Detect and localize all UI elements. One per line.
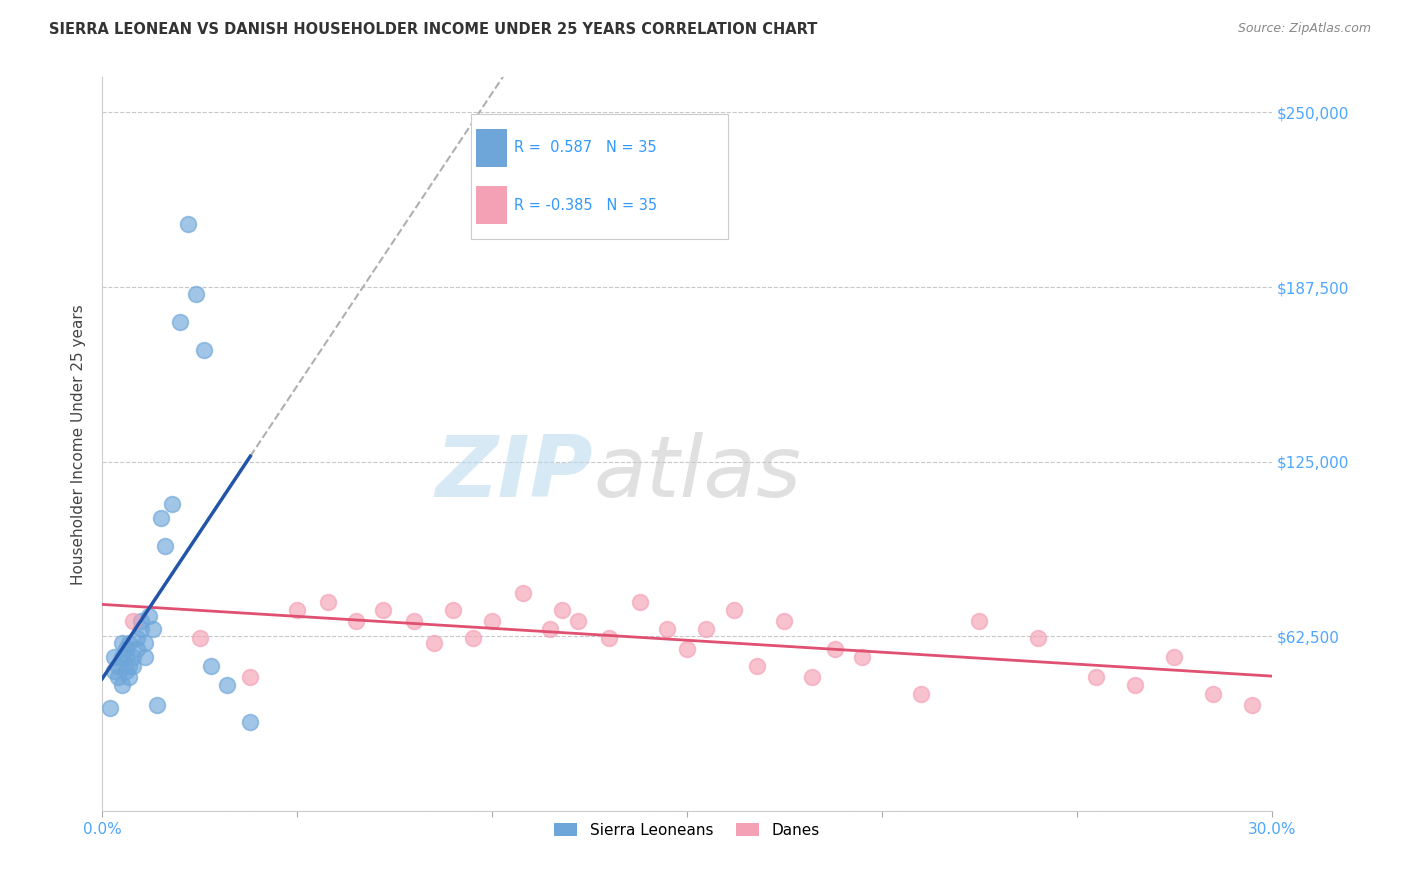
Point <box>1026 631 1049 645</box>
Point <box>723 603 745 617</box>
Point <box>215 678 238 692</box>
Point <box>127 631 149 645</box>
Point <box>1123 678 1146 692</box>
Point <box>122 650 145 665</box>
Point <box>184 287 207 301</box>
Point <box>461 631 484 645</box>
Point <box>188 631 211 645</box>
Point <box>512 586 534 600</box>
Point <box>134 650 156 665</box>
Point <box>103 665 125 679</box>
Point <box>111 678 134 692</box>
Y-axis label: Householder Income Under 25 years: Householder Income Under 25 years <box>72 304 86 584</box>
Point <box>285 603 308 617</box>
Point <box>127 642 149 657</box>
Point <box>540 623 562 637</box>
Point <box>138 608 160 623</box>
Point <box>628 594 651 608</box>
Point <box>118 636 141 650</box>
Point <box>481 614 503 628</box>
Point <box>103 650 125 665</box>
Point <box>344 614 367 628</box>
Point <box>1163 650 1185 665</box>
Point <box>114 642 136 657</box>
Point <box>122 658 145 673</box>
Point <box>1241 698 1264 712</box>
Point <box>118 670 141 684</box>
Point <box>129 623 152 637</box>
Point <box>169 315 191 329</box>
Point <box>851 650 873 665</box>
Point <box>134 636 156 650</box>
Point <box>239 714 262 729</box>
Point <box>111 650 134 665</box>
Point <box>371 603 394 617</box>
Point <box>773 614 796 628</box>
Point <box>967 614 990 628</box>
Point <box>551 603 574 617</box>
Point <box>200 658 222 673</box>
Point <box>107 670 129 684</box>
Point <box>98 700 121 714</box>
Point <box>149 510 172 524</box>
Point <box>122 614 145 628</box>
Point <box>177 217 200 231</box>
Point <box>422 636 444 650</box>
Point <box>910 687 932 701</box>
Point <box>441 603 464 617</box>
Point <box>142 623 165 637</box>
Point <box>316 594 339 608</box>
Text: atlas: atlas <box>593 432 801 516</box>
Point <box>657 623 679 637</box>
Point <box>1202 687 1225 701</box>
Point <box>824 642 846 657</box>
Point <box>114 665 136 679</box>
Point <box>239 670 262 684</box>
Text: ZIP: ZIP <box>436 432 593 516</box>
Point <box>598 631 620 645</box>
Point <box>402 614 425 628</box>
Point <box>114 650 136 665</box>
Point <box>800 670 823 684</box>
Legend: Sierra Leoneans, Danes: Sierra Leoneans, Danes <box>548 816 825 844</box>
Point <box>129 614 152 628</box>
Point <box>567 614 589 628</box>
Point <box>153 539 176 553</box>
Point <box>676 642 699 657</box>
Point <box>107 658 129 673</box>
Point <box>146 698 169 712</box>
Point <box>695 623 717 637</box>
Point <box>1085 670 1108 684</box>
Point <box>745 658 768 673</box>
Point <box>193 343 215 357</box>
Point <box>162 497 184 511</box>
Text: SIERRA LEONEAN VS DANISH HOUSEHOLDER INCOME UNDER 25 YEARS CORRELATION CHART: SIERRA LEONEAN VS DANISH HOUSEHOLDER INC… <box>49 22 817 37</box>
Point <box>111 636 134 650</box>
Text: Source: ZipAtlas.com: Source: ZipAtlas.com <box>1237 22 1371 36</box>
Point <box>118 658 141 673</box>
